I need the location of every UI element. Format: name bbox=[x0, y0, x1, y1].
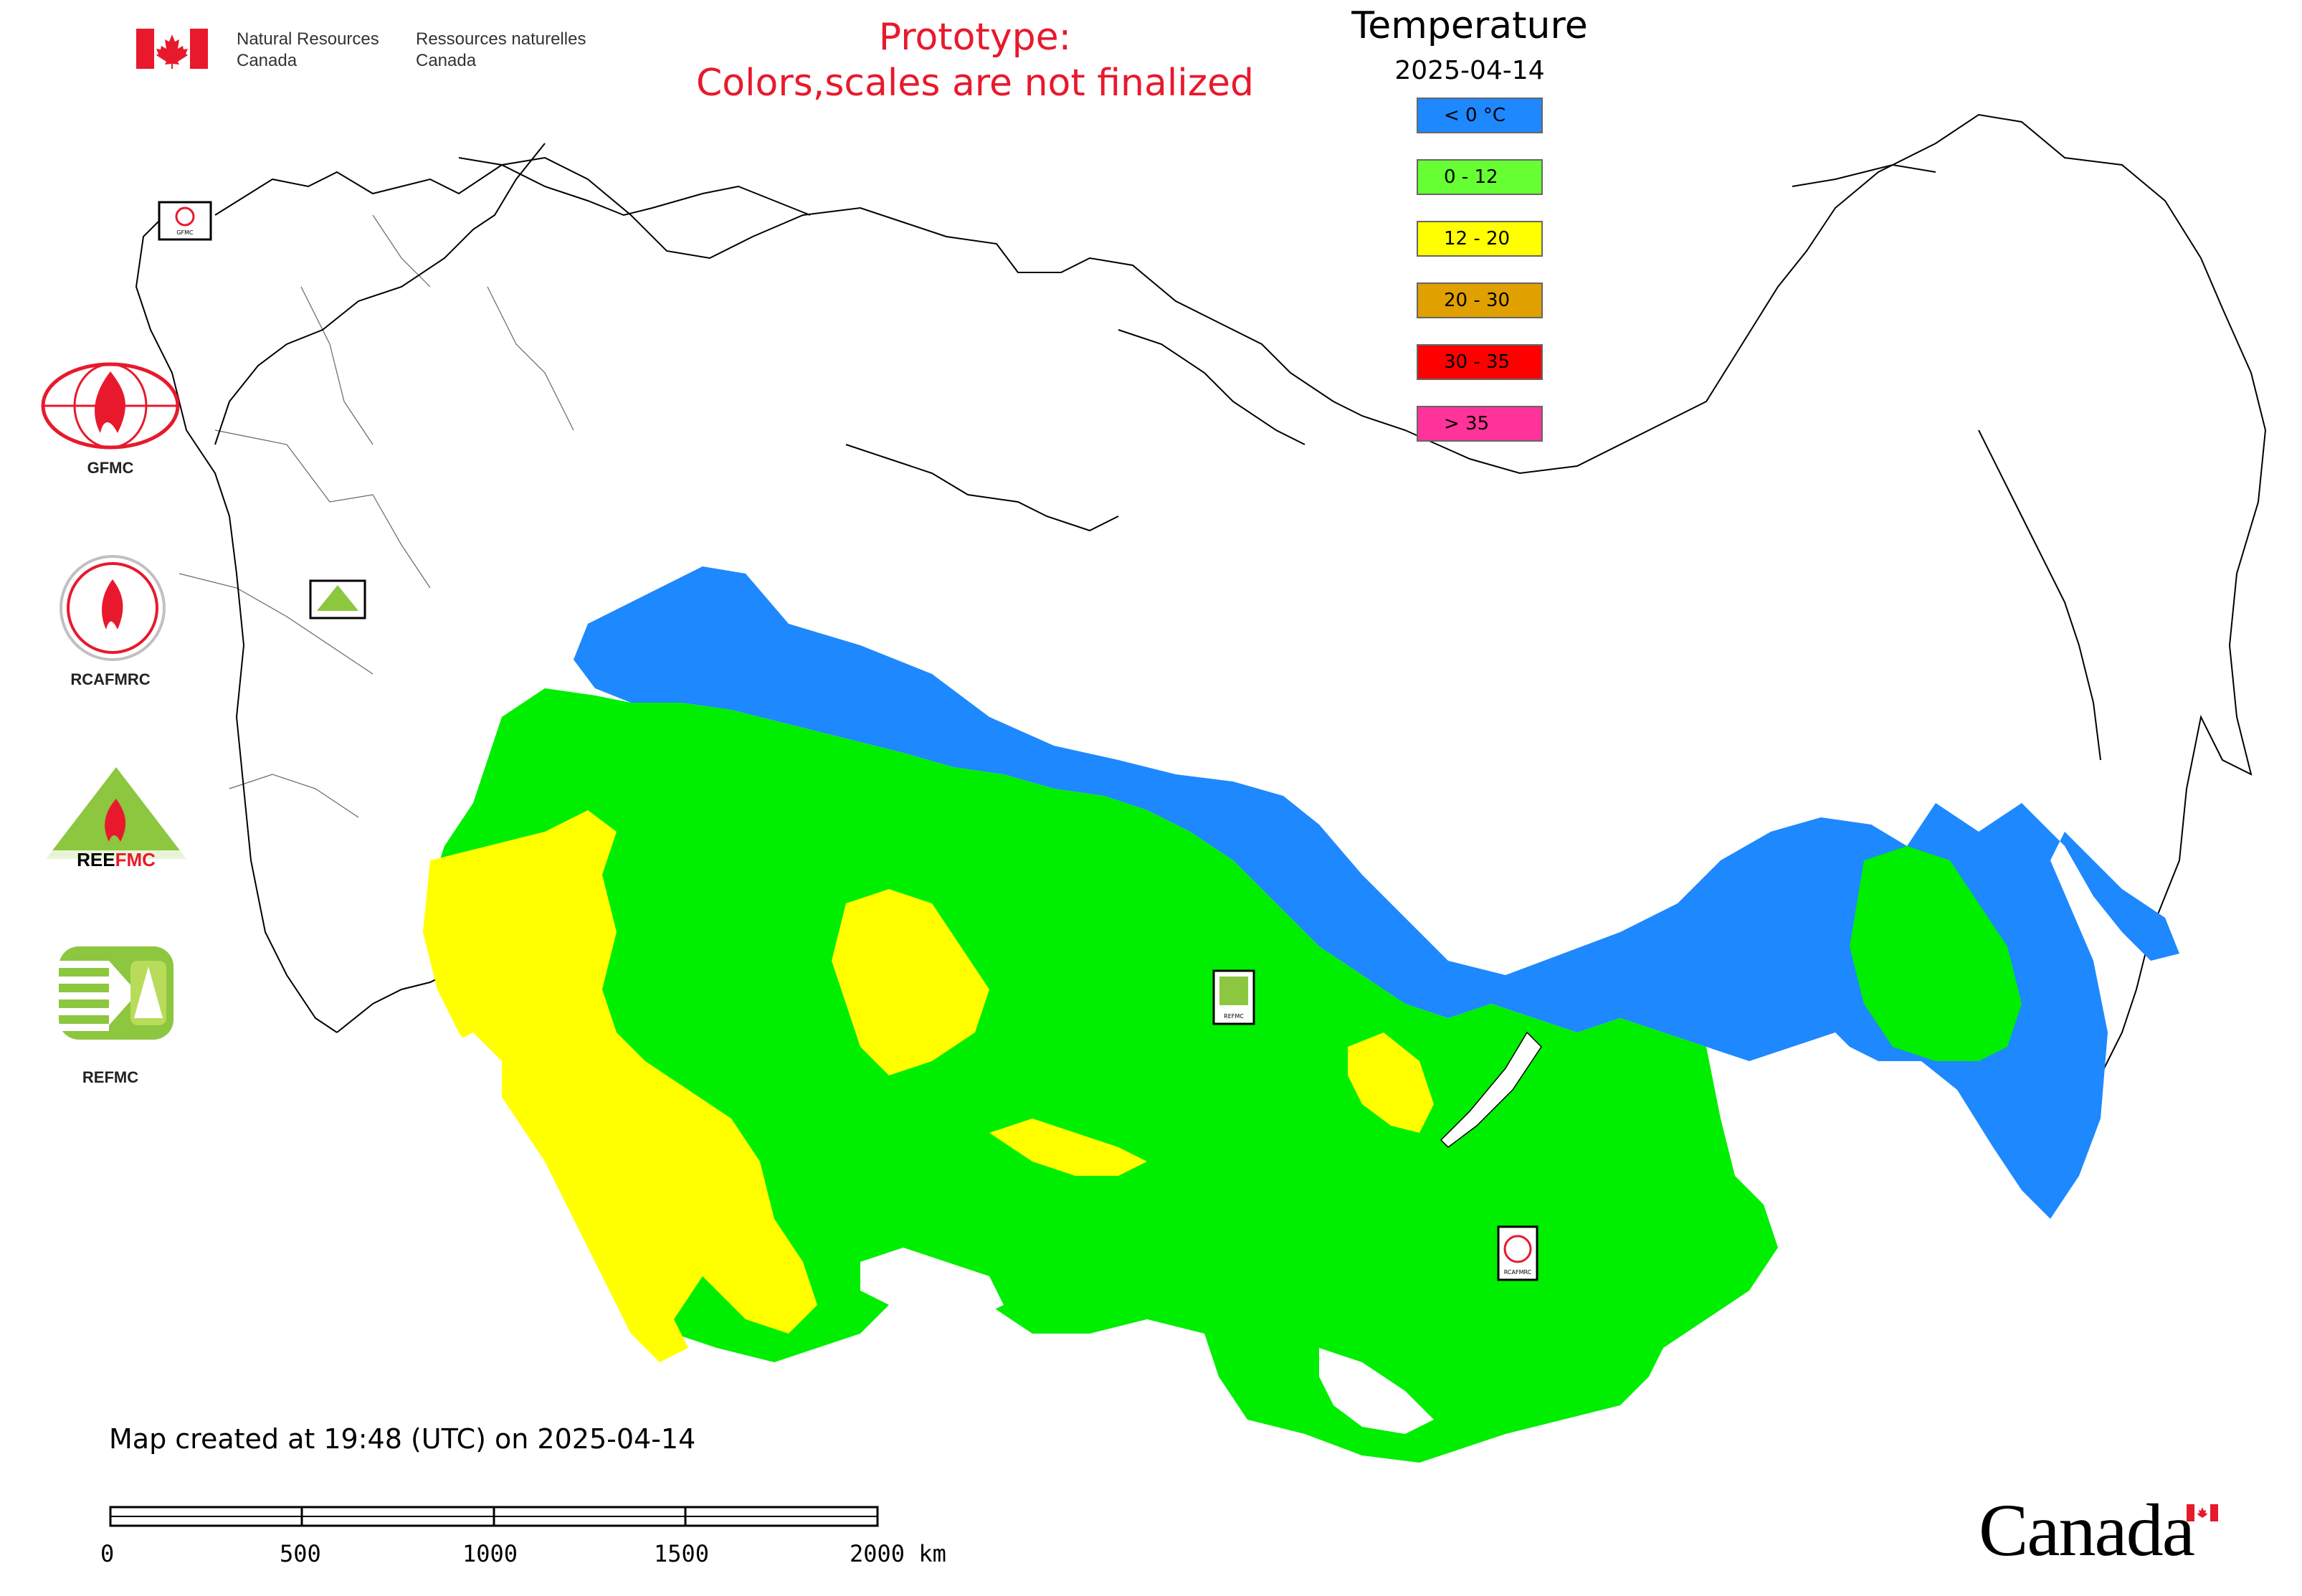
scale-bar: 0 500 1000 1500 2000 km bbox=[100, 1498, 989, 1585]
legend-item: 12 - 20 bbox=[1417, 221, 1543, 257]
map-marker-reefmc bbox=[309, 579, 366, 619]
scale-label-1500: 1500 bbox=[654, 1540, 710, 1567]
org-name-fr-line2: Canada bbox=[416, 51, 477, 70]
zone-12-20-west bbox=[423, 810, 817, 1362]
legend-date: 2025-04-14 bbox=[1394, 56, 1545, 85]
zone-no-data-3 bbox=[1319, 1348, 1434, 1434]
prototype-warning: Prototype: Colors,scales are not finaliz… bbox=[645, 14, 1305, 106]
legend-item: > 35 bbox=[1417, 406, 1543, 442]
legend-item: 30 - 35 bbox=[1417, 344, 1543, 380]
zone-12-20-band bbox=[989, 1118, 1147, 1176]
map-marker-rcafmrc-label: RCAFMRC bbox=[1504, 1269, 1532, 1276]
temperature-coverage bbox=[423, 566, 2179, 1463]
admin-boundaries bbox=[179, 214, 574, 818]
lake-baikal bbox=[1440, 1031, 1542, 1148]
gfmc-logo bbox=[39, 361, 182, 455]
scale-label-1000: 1000 bbox=[462, 1540, 518, 1567]
zone-0-12-east bbox=[1850, 846, 2022, 1061]
rcafmrc-emblem-icon bbox=[60, 555, 166, 661]
map-marker-refmc-label: REFMC bbox=[1224, 1013, 1244, 1020]
zone-no-data-1 bbox=[860, 1248, 1004, 1319]
org-name-en-line1: Natural Resources bbox=[237, 29, 379, 49]
rcafmrc-logo bbox=[59, 551, 166, 665]
zone-below-zero bbox=[574, 566, 2179, 1219]
scale-label-500: 500 bbox=[280, 1540, 321, 1567]
canada-flag-icon bbox=[136, 29, 208, 69]
zone-12-20-central bbox=[832, 889, 989, 1075]
org-name-en-line2: Canada bbox=[237, 51, 298, 70]
scale-label-0: 0 bbox=[100, 1540, 115, 1567]
org-name-fr-line1: Ressources naturelles bbox=[416, 29, 586, 49]
reefmc-emblem-icon: REEFMC bbox=[39, 767, 194, 870]
prototype-line2: Colors,scales are not finalized bbox=[695, 62, 1255, 105]
legend-item: 20 - 30 bbox=[1417, 282, 1543, 318]
map-marker-gfmc-label: GFMC bbox=[176, 229, 194, 236]
legend-item: 0 - 12 bbox=[1417, 159, 1543, 195]
svg-text:REEFMC: REEFMC bbox=[77, 849, 156, 870]
nrcan-signature: Natural Resources Canada Ressources natu… bbox=[136, 29, 638, 79]
country-outlines bbox=[135, 113, 2267, 1177]
canada-wordmark-flag-icon bbox=[2187, 1504, 2218, 1521]
scale-bar-graphic bbox=[109, 1506, 879, 1527]
map-created-note: Map created at 19:48 (UTC) on 2025-04-14 bbox=[109, 1423, 696, 1455]
canada-wordmark-text: Canada bbox=[1979, 1489, 2195, 1572]
map-marker-rcafmrc: RCAFMRC bbox=[1497, 1225, 1538, 1281]
map-marker-refmc: REFMC bbox=[1212, 969, 1255, 1025]
canada-wordmark: Canada bbox=[1979, 1491, 2237, 1570]
scale-label-2000: 2000 km bbox=[850, 1540, 946, 1567]
refmc-emblem-icon bbox=[59, 946, 173, 1040]
refmc-label: REFMC bbox=[82, 1068, 139, 1086]
gfmc-label: GFMC bbox=[87, 459, 134, 477]
refmc-logo bbox=[59, 946, 173, 1040]
prototype-line1: Prototype: bbox=[878, 16, 1072, 59]
gfmc-emblem-icon bbox=[41, 362, 180, 450]
rcafmrc-label: RCAFMRC bbox=[70, 670, 151, 688]
reefmc-logo: REEFMC bbox=[39, 767, 194, 875]
legend-title: Temperature bbox=[1351, 4, 1588, 47]
zone-12-20-baikal bbox=[1348, 1032, 1434, 1133]
legend-item: < 0 °C bbox=[1417, 98, 1543, 133]
map-marker-gfmc: GFMC bbox=[158, 201, 212, 241]
zone-no-data-2 bbox=[444, 1032, 502, 1118]
